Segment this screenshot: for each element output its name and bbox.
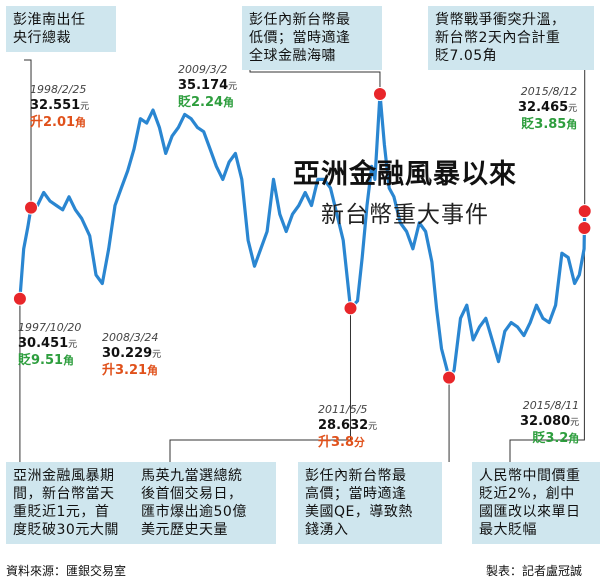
- label-change: 貶9.51角: [18, 353, 74, 368]
- data-label-2008: 2008/3/24 30.229元 升3.21角: [102, 330, 161, 379]
- label-date: 2008/3/24: [102, 331, 159, 344]
- data-label-2015-8-11: 2015/8/11 32.080元 貶3.2角: [520, 398, 579, 447]
- chart-subtitle: 新台幣重大事件: [321, 202, 489, 228]
- label-value: 30.229元: [102, 346, 162, 361]
- source-note: 資料來源：匯銀交易室: [6, 564, 127, 578]
- series-line: [18, 92, 587, 380]
- label-change: 升2.01角: [30, 115, 86, 130]
- leader-line: [509, 228, 585, 462]
- data-label-1997: 1997/10/20 30.451元 貶9.51角: [18, 320, 81, 369]
- label-value: 30.451元: [18, 336, 78, 351]
- label-change: 升3.21角: [102, 363, 158, 378]
- chart-title-block: 亞洲金融風暴以來 新台幣重大事件: [270, 152, 540, 229]
- label-change: 升3.8分: [318, 435, 365, 450]
- data-point-marker: [577, 221, 592, 236]
- data-point-marker: [372, 87, 387, 102]
- label-date: 2009/3/2: [178, 63, 228, 76]
- label-value: 32.551元: [30, 98, 90, 113]
- data-point-marker: [442, 370, 457, 385]
- data-label-2009: 2009/3/2 35.174元 貶2.24角: [178, 62, 237, 111]
- data-point-marker: [343, 301, 358, 316]
- label-value: 35.174元: [178, 78, 238, 93]
- data-label-2015-8-12: 2015/8/12 32.465元 貶3.85角: [518, 84, 577, 133]
- box-peng-low: 彭任內新台幣最 低價；當時適逢 全球金融海嘯: [242, 6, 382, 70]
- label-value: 28.632元: [318, 418, 378, 433]
- label-date: 2011/5/5: [318, 403, 368, 416]
- data-label-1998: 1998/2/25 32.551元 升2.01角: [30, 82, 89, 131]
- box-currency-war: 貨幣戰爭衝突升溫， 新台幣2天內合計重 貶7.05角: [428, 6, 594, 70]
- label-date: 1997/10/20: [18, 321, 82, 334]
- box-asia-crisis: 亞洲金融風暴期 間，新台幣當天 重貶近1元，首 度貶破30元大關: [6, 462, 144, 544]
- box-peng-appointed: 彭淮南出任 央行總裁: [6, 6, 116, 52]
- leader-line: [169, 308, 351, 462]
- label-change: 貶2.24角: [178, 95, 234, 110]
- label-date: 1998/2/25: [30, 83, 87, 96]
- leader-line: [24, 59, 32, 208]
- box-rmb-devalue: 人民幣中間價重 貶近2%，創中 國匯改以來單日 最大貶幅: [472, 462, 600, 544]
- label-value: 32.080元: [520, 414, 580, 429]
- label-date: 2015/8/11: [522, 399, 580, 412]
- box-peng-high: 彭任內新台幣最 高價；當時適逢 美國QE，導致熱 錢湧入: [298, 462, 442, 544]
- data-label-2011: 2011/5/5 28.632元 升3.8分: [318, 402, 377, 451]
- data-point-marker: [577, 204, 592, 219]
- credit-note: 製表：記者盧冠誠: [486, 564, 583, 578]
- label-change: 貶3.2角: [532, 431, 580, 446]
- data-point-marker: [12, 291, 27, 306]
- chart-title: 亞洲金融風暴以來: [293, 159, 517, 190]
- label-date: 2015/8/12: [520, 85, 578, 98]
- data-point-marker: [24, 200, 39, 215]
- box-ma-elected: 馬英九當選總統 後首個交易日， 匯市爆出逾50億 美元歷史天量: [134, 462, 276, 544]
- label-value: 32.465元: [518, 100, 578, 115]
- label-change: 貶3.85角: [521, 117, 578, 132]
